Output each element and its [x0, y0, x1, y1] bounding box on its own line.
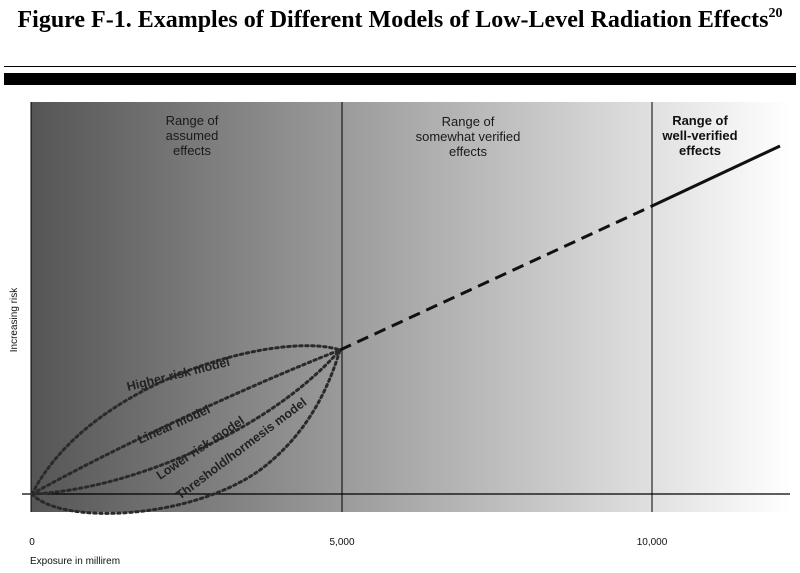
y-axis-label: Increasing risk [9, 287, 20, 352]
thin-rule [4, 66, 796, 67]
region-label-well-verified-line-2: well-verified [661, 128, 737, 143]
curve-threshold-hormesis-model [30, 348, 342, 515]
figure-title-text: Figure F-1. Examples of Different Models… [17, 7, 769, 33]
x-tick-label-5000: 5,000 [329, 537, 354, 548]
region-label-assumed-line-1: Range of [166, 113, 219, 128]
region-label-somewhat-verified-line-1: Range of [442, 114, 495, 129]
x-axis-label: Exposure in millirem [30, 556, 120, 567]
curve-higher-risk-model [30, 344, 342, 496]
plot-background [31, 102, 790, 512]
footnote-marker: 20 [768, 6, 783, 21]
x-tick-label-10000: 10,000 [637, 537, 668, 548]
region-label-somewhat-verified-line-2: somewhat verified [416, 129, 521, 144]
region-label-well-verified-line-3: effects [679, 143, 721, 158]
thick-rule [4, 73, 796, 85]
x-tick-label-0: 0 [29, 537, 35, 548]
region-label-assumed-line-2: assumed [166, 128, 219, 143]
curve-lower-risk-model [30, 348, 342, 496]
region-label-assumed-line-3: effects [173, 143, 212, 158]
figure-title: Figure F-1. Examples of Different Models… [0, 6, 800, 34]
well-verified-solid-line [651, 144, 781, 208]
curve-linear-model [30, 348, 342, 496]
extrapolation-dashed-line [339, 204, 653, 352]
region-label-well-verified-line-1: Range of [672, 113, 728, 128]
region-label-somewhat-verified-line-3: effects [449, 144, 488, 159]
